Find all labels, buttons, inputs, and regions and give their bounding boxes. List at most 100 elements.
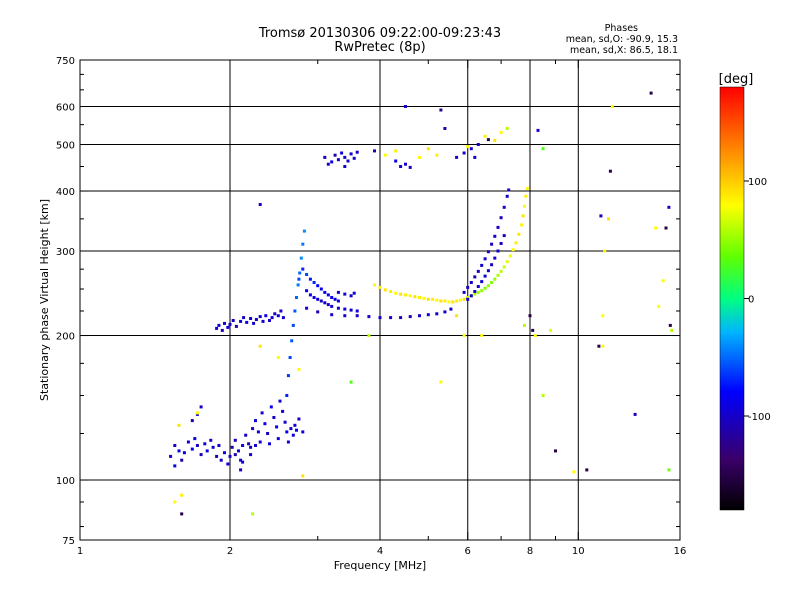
y-tick-label: 75 <box>62 536 75 547</box>
echo-point <box>373 149 376 153</box>
echo-point <box>476 269 480 273</box>
echo-point <box>476 285 480 288</box>
echo-point <box>480 280 484 284</box>
echo-point <box>260 411 264 415</box>
echo-point <box>249 453 253 457</box>
echo-point <box>466 285 470 289</box>
echo-point <box>469 147 473 151</box>
echo-point <box>657 304 661 308</box>
echo-point <box>473 292 477 296</box>
echo-point <box>195 411 199 415</box>
x-tick-label: 8 <box>527 546 533 557</box>
echo-point <box>173 444 177 447</box>
echo-point <box>279 309 283 313</box>
echo-point <box>373 283 376 287</box>
echo-point <box>316 310 320 314</box>
echo-point <box>505 260 509 264</box>
echo-point <box>404 105 407 108</box>
y-tick-label: 100 <box>56 476 75 487</box>
echo-point <box>667 205 671 209</box>
echo-point <box>308 277 312 281</box>
echo-point <box>288 356 292 359</box>
echo-point <box>340 151 344 155</box>
echo-point <box>476 143 480 146</box>
echo-point <box>258 440 262 444</box>
echo-point <box>483 134 487 138</box>
echo-point <box>215 454 219 458</box>
echo-points <box>169 91 674 516</box>
echo-point <box>473 275 477 279</box>
echo-point <box>502 205 506 209</box>
echo-point <box>296 283 300 287</box>
plot-frame <box>79 59 681 541</box>
echo-point <box>173 500 177 504</box>
echo-point <box>269 405 273 409</box>
echo-point <box>289 427 293 431</box>
echo-point <box>610 105 614 108</box>
echo-point <box>177 449 181 453</box>
echo-point <box>343 165 347 168</box>
echo-point <box>426 147 430 151</box>
echo-point <box>668 323 672 327</box>
echo-point <box>661 279 665 283</box>
echo-point <box>330 160 334 164</box>
echo-point <box>177 423 181 427</box>
echo-point <box>455 299 459 303</box>
echo-point <box>607 217 610 221</box>
echo-point <box>316 284 320 288</box>
echo-point <box>254 318 258 321</box>
echo-point <box>473 290 477 293</box>
echo-point <box>443 299 447 303</box>
echo-point <box>490 281 494 284</box>
echo-point <box>275 425 279 429</box>
echo-point <box>261 319 265 323</box>
echo-point <box>447 300 451 304</box>
echo-point <box>486 250 490 254</box>
echo-point <box>276 356 280 359</box>
echo-point <box>299 256 303 260</box>
y-axis-label: Stationary phase Virtual Height [km] <box>38 199 51 401</box>
echo-point <box>297 417 301 421</box>
echo-point <box>258 203 262 206</box>
echo-point <box>301 474 305 478</box>
echo-point <box>585 468 589 472</box>
echo-point <box>323 290 327 294</box>
echo-point <box>281 409 285 413</box>
echo-point <box>343 307 347 311</box>
echo-point <box>297 367 301 371</box>
echo-point <box>305 273 309 276</box>
echo-point <box>439 380 443 384</box>
echo-point <box>264 314 268 318</box>
echo-point <box>399 316 403 320</box>
echo-point <box>554 449 557 453</box>
echo-point <box>305 306 309 310</box>
echo-point <box>301 242 305 246</box>
echo-point <box>258 344 262 348</box>
echo-point <box>226 325 230 329</box>
echo-point <box>281 316 285 320</box>
echo-point <box>408 165 412 169</box>
echo-point <box>466 297 470 301</box>
y-tick-label: 600 <box>56 103 75 114</box>
echo-point <box>439 108 443 112</box>
echo-point <box>254 419 257 423</box>
echo-point <box>312 281 316 284</box>
echo-point <box>443 310 447 314</box>
echo-point <box>597 344 601 348</box>
echo-point <box>486 269 490 273</box>
echo-point <box>234 324 238 328</box>
echo-point <box>349 294 353 298</box>
echo-point <box>601 314 605 318</box>
echo-point <box>418 296 421 299</box>
echo-point <box>443 127 447 130</box>
echo-point <box>608 169 612 173</box>
echo-point <box>435 298 439 302</box>
echo-point <box>298 271 302 275</box>
echo-point <box>290 339 294 343</box>
echo-point <box>523 204 526 208</box>
echo-point <box>649 91 653 95</box>
echo-point <box>408 294 412 298</box>
echo-point <box>330 296 334 299</box>
x-tick-label: 1 <box>77 546 83 557</box>
echo-point <box>455 314 459 318</box>
